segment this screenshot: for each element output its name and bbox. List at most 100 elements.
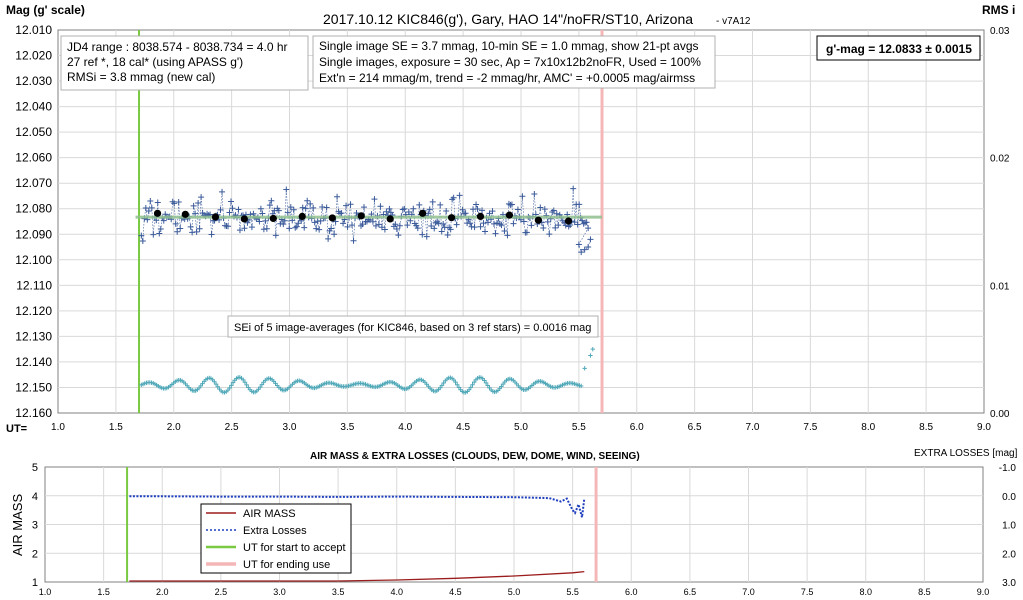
single-image-point — [585, 225, 592, 232]
bottom-x-tick-label: 2.0 — [156, 587, 169, 597]
single-image-point — [154, 199, 161, 206]
single-image-point — [555, 222, 562, 229]
single-image-point — [275, 207, 282, 214]
info-box-stats-line-2: Single images, exposure = 30 sec, Ap = 7… — [319, 55, 701, 69]
single-image-point — [369, 218, 376, 225]
single-image-point — [284, 209, 291, 216]
top-y-right-tick-label: 0.01 — [990, 281, 1010, 292]
single-image-point — [208, 231, 215, 238]
bottom-chart-title: AIR MASS & EXTRA LOSSES (CLOUDS, DEW, DO… — [310, 451, 640, 462]
bottom-y-right-tick-label: 0.0 — [1002, 492, 1016, 503]
average-point — [534, 216, 542, 224]
average-point — [269, 214, 277, 223]
average-point — [328, 214, 336, 222]
single-image-point — [453, 221, 460, 228]
version-label: - v7A12 — [716, 16, 751, 27]
bottom-x-tick-label: 3.5 — [332, 587, 345, 597]
rms-point — [200, 381, 205, 386]
top-x-tick-label: 3.0 — [283, 422, 297, 433]
single-image-point — [142, 205, 149, 212]
rms-point — [456, 385, 462, 390]
single-image-point — [349, 222, 356, 229]
average-point — [447, 214, 456, 222]
average-point — [476, 212, 485, 220]
rms-point — [485, 383, 490, 388]
single-image-point — [531, 191, 538, 198]
single-image-point — [456, 192, 463, 199]
rms-point — [582, 366, 587, 371]
top-x-tick-label: 6.0 — [630, 422, 644, 433]
single-image-point — [437, 201, 444, 208]
single-image-point — [262, 217, 269, 224]
single-image-point — [528, 222, 535, 229]
single-image-point — [290, 206, 297, 213]
bottom-y-tick-label: 3 — [32, 520, 38, 532]
single-image-point — [257, 205, 264, 212]
average-point — [181, 210, 189, 218]
single-image-point — [190, 202, 197, 209]
single-image-point — [229, 205, 236, 212]
single-image-point — [544, 218, 551, 225]
single-image-point — [395, 232, 402, 239]
single-image-point — [236, 227, 243, 234]
single-image-point — [482, 228, 489, 235]
single-image-point — [492, 230, 499, 237]
single-image-point — [323, 204, 330, 211]
top-x-tick-label: 4.0 — [398, 422, 412, 433]
single-image-point — [371, 196, 378, 203]
single-image-point — [479, 207, 486, 214]
single-image-point — [299, 204, 306, 211]
top-y-axis-label-right: RMS i — [982, 3, 1015, 17]
single-image-point — [404, 222, 411, 229]
single-image-point — [307, 200, 314, 207]
single-image-point — [177, 225, 184, 232]
top-x-tick-label: 5.0 — [514, 422, 528, 433]
rms-point — [259, 382, 265, 387]
info-box-range-line-3: RMSi = 3.8 mmag (new cal) — [67, 70, 215, 84]
single-image-point — [414, 225, 421, 232]
rms-point — [229, 383, 234, 388]
single-image-point — [426, 206, 433, 213]
single-image-point — [196, 225, 203, 232]
rms-point — [212, 379, 217, 384]
single-image-point — [150, 231, 157, 238]
rms-point — [258, 384, 263, 390]
rms-point — [470, 382, 475, 387]
bottom-legend: AIR MASS Extra Losses UT for start to ac… — [200, 503, 352, 574]
single-image-point — [319, 204, 326, 211]
legend-label-ut-start: UT for start to accept — [243, 542, 346, 554]
top-y-right-tick-label: 0.00 — [990, 409, 1010, 420]
average-point — [386, 215, 394, 223]
bottom-y-right-tick-label: -1.0 — [999, 463, 1017, 474]
top-y-tick-label: 12.090 — [15, 227, 52, 241]
info-box-stats-line-1: Single image SE = 3.7 mmag, 10-min SE = … — [319, 39, 699, 53]
top-y-tick-label: 12.040 — [15, 100, 52, 114]
single-image-point — [193, 228, 200, 235]
single-image-point — [187, 223, 194, 230]
top-x-tick-label: 4.5 — [456, 422, 470, 433]
single-image-point — [292, 224, 299, 231]
single-image-point — [505, 200, 512, 207]
se-box-text: SEi of 5 image-averages (for KIC846, bas… — [234, 322, 591, 334]
single-image-point — [447, 226, 454, 233]
single-image-point — [377, 203, 384, 210]
single-image-point — [574, 221, 581, 228]
result-value: g'-mag = 12.0833 ± 0.0015 — [826, 42, 972, 56]
result-box: g'-mag = 12.0833 ± 0.0015 — [816, 35, 981, 61]
single-image-point — [435, 220, 442, 227]
info-box-range-line-1: JD4 range : 8038.574 - 8038.734 = 4.0 hr — [67, 40, 288, 54]
bottom-x-tick-label: 4.5 — [449, 587, 462, 597]
single-image-point — [225, 223, 232, 230]
top-x-tick-label: 6.5 — [688, 422, 702, 433]
top-plot-marks — [135, 30, 604, 413]
single-image-point — [310, 204, 317, 211]
single-image-point — [431, 225, 438, 232]
legend-label-air-mass: AIR MASS — [243, 508, 296, 520]
single-image-point — [287, 204, 294, 211]
single-image-point — [138, 232, 145, 239]
bottom-x-tick-label: 9.0 — [977, 587, 990, 597]
single-image-point — [523, 229, 530, 236]
single-image-point — [192, 210, 199, 217]
top-y-tick-label: 12.140 — [15, 355, 52, 369]
top-x-tick-label: 8.5 — [919, 422, 933, 433]
